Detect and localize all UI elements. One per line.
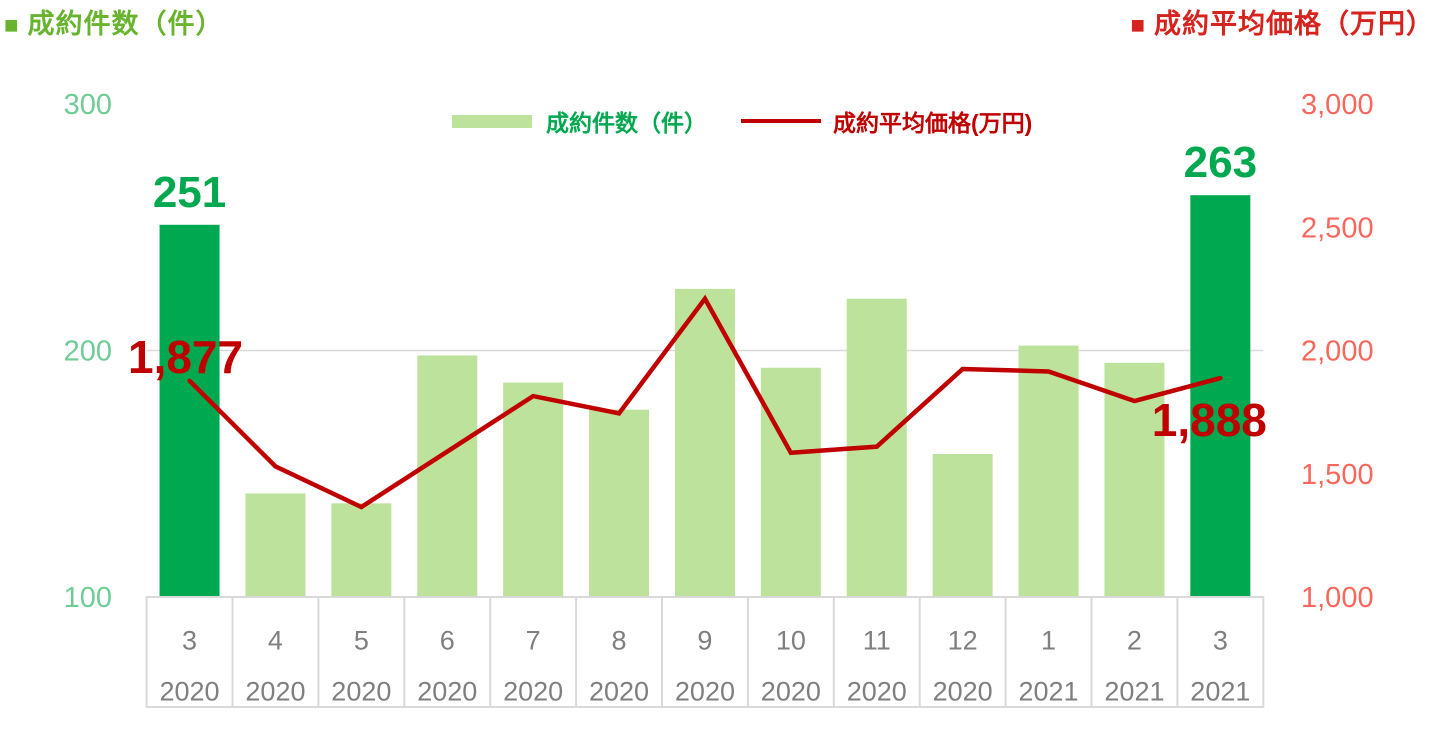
right-axis-tick-2,000: 2,000	[1301, 336, 1374, 368]
bar-8-2020	[589, 409, 650, 597]
x-label-month-11: 11	[863, 625, 891, 655]
bar-series-swatch-icon	[452, 114, 532, 128]
right-axis-tick-3,000: 3,000	[1301, 89, 1374, 121]
bar-6-2020	[417, 355, 478, 597]
left-axis-tick-100: 100	[64, 582, 112, 614]
x-label-year-4: 2020	[503, 676, 563, 706]
bar-1-2021	[1018, 345, 1079, 597]
bar-3-2021	[1190, 195, 1251, 597]
left-axis-title-text: 成約件数（件）	[27, 9, 224, 39]
x-label-month-9: 9	[697, 625, 712, 655]
left-axis-tick-200: 200	[64, 336, 112, 368]
x-label-month-4: 4	[268, 625, 283, 655]
x-label-month-10: 10	[776, 625, 806, 655]
x-label-year-10: 2021	[1019, 676, 1079, 706]
x-label-year-5: 2020	[589, 676, 649, 706]
bar-9-2020	[674, 288, 735, 597]
bar-7-2020	[503, 382, 564, 597]
bar-12-2020	[932, 454, 993, 597]
left-axis-tick-300: 300	[64, 89, 112, 121]
data-label-bar-251: 251	[153, 168, 226, 217]
right-axis-title: ■ 成約平均価格（万円）	[1131, 2, 1435, 41]
x-axis-table-border	[145, 596, 1265, 708]
x-label-month-12: 12	[948, 625, 978, 655]
x-label-year-9: 2020	[933, 676, 993, 706]
bar-5-2020	[331, 503, 392, 597]
bar-4-2020	[245, 493, 306, 597]
x-label-year-8: 2020	[847, 676, 907, 706]
x-label-month-6: 6	[440, 625, 455, 655]
x-label-year-12: 2021	[1190, 676, 1250, 706]
green-square-icon: ■	[4, 12, 20, 39]
bar-3-2020	[159, 224, 220, 597]
x-label-year-2: 2020	[331, 676, 391, 706]
data-label-line-1,888: 1,888	[1152, 394, 1267, 446]
right-axis-tick-1,500: 1,500	[1301, 459, 1374, 491]
left-axis-title: ■ 成約件数（件）	[4, 2, 224, 41]
right-axis-title-text: 成約平均価格（万円）	[1154, 9, 1434, 39]
x-label-year-6: 2020	[675, 676, 735, 706]
price-line	[187, 294, 1223, 510]
x-label-month-3: 3	[1213, 625, 1228, 655]
x-label-year-3: 2020	[417, 676, 477, 706]
data-label-bar-263: 263	[1184, 138, 1257, 187]
x-label-month-3: 3	[182, 625, 197, 655]
chart-legend: 成約件数（件） 成約平均価格(万円)	[452, 106, 1032, 136]
x-label-year-11: 2021	[1104, 676, 1164, 706]
right-axis-tick-2,500: 2,500	[1301, 212, 1374, 244]
right-axis-tick-1,000: 1,000	[1301, 582, 1374, 614]
x-label-month-7: 7	[526, 625, 541, 655]
x-label-month-8: 8	[612, 625, 627, 655]
line-series-legend-label: 成約平均価格(万円)	[833, 110, 1033, 136]
red-square-icon: ■	[1130, 12, 1146, 39]
x-label-month-2: 2	[1127, 625, 1142, 655]
x-label-month-1: 1	[1041, 625, 1056, 655]
x-label-month-5: 5	[354, 625, 369, 655]
bar-10-2020	[760, 367, 821, 597]
data-label-line-1,877: 1,877	[128, 331, 243, 383]
x-label-year-1: 2020	[245, 676, 305, 706]
x-label-year-0: 2020	[160, 676, 220, 706]
line-series-swatch-icon	[741, 119, 821, 123]
bar-series-legend-label: 成約件数（件）	[546, 110, 707, 136]
x-label-year-7: 2020	[761, 676, 821, 706]
